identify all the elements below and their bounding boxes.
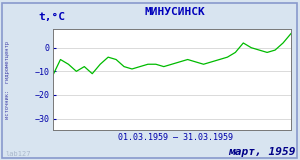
Text: источник:  гидрометцентр: источник: гидрометцентр [5, 41, 10, 119]
Text: t,°C: t,°C [38, 12, 65, 22]
FancyBboxPatch shape [2, 3, 297, 158]
Text: lab127: lab127 [5, 151, 31, 157]
Text: март, 1959: март, 1959 [229, 147, 296, 157]
Text: МИНУСИНСК: МИНУСИНСК [145, 7, 206, 17]
Text: 01.03.1959 – 31.03.1959: 01.03.1959 – 31.03.1959 [118, 133, 232, 142]
